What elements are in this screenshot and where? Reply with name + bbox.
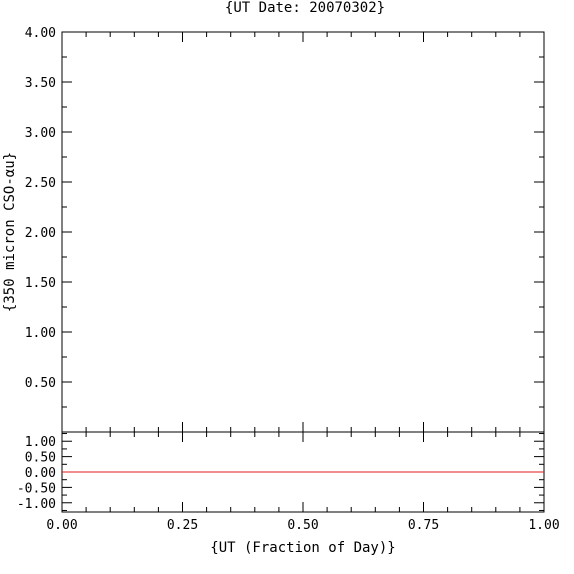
y-tick-label: -0.50	[17, 481, 56, 496]
y-tick-label: 3.50	[25, 76, 56, 91]
y-tick-label: 3.00	[25, 126, 56, 141]
x-tick-label: 0.00	[46, 518, 77, 533]
plot-frame	[61, 31, 545, 433]
x-tick-label: 0.75	[408, 518, 439, 533]
y-tick-label: 2.50	[25, 176, 56, 191]
y-tick-label: 0.50	[25, 451, 56, 466]
residual-panel: 1.000.500.00-0.50-1.000.00 0.25 0.50 0.75 1.…	[17, 431, 560, 533]
chart-title: {UT Date: 20070302}	[225, 0, 385, 16]
y-tick-label: 1.50	[25, 276, 56, 291]
y-tick-label: 4.00	[25, 26, 56, 41]
y-axis-label: {350 micron CSO-αu}	[2, 152, 18, 312]
x-tick-label: 1.00	[528, 518, 559, 533]
x-tick-label: 0.50	[287, 518, 318, 533]
y-tick-label: 2.00	[25, 226, 56, 241]
top-panel: 0.50 1.00 1.50 2.00 2.50 3.00 3.50 4.00	[25, 26, 545, 433]
y-tick-label: 0.00	[25, 466, 56, 481]
x-axis-label: {UT (Fraction of Day)}	[210, 540, 395, 556]
x-tick-label: 0.25	[167, 518, 198, 533]
y-tick-label: 1.00	[25, 435, 56, 450]
y-tick-label: -1.00	[17, 497, 56, 512]
y-tick-label: 0.50	[25, 376, 56, 391]
y-tick-label: 1.00	[25, 326, 56, 341]
